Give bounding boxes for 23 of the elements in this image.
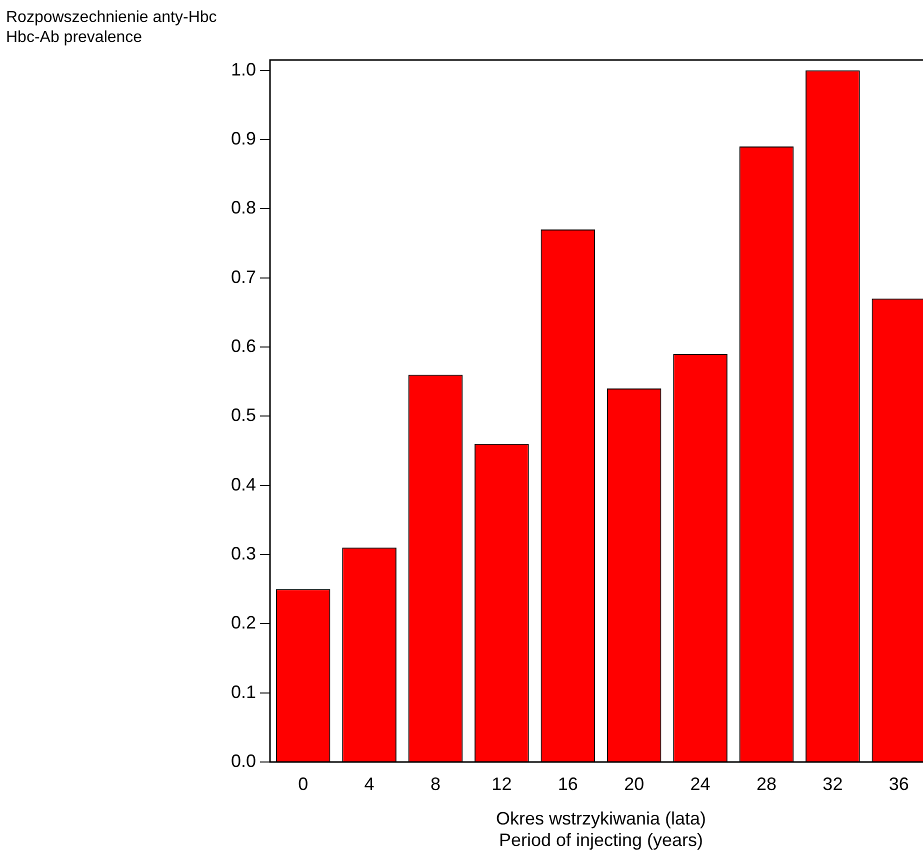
y-tick-label: 0.3 (230, 543, 256, 564)
y-tick-label: 0.0 (230, 750, 256, 771)
x-tick-label: 8 (430, 774, 441, 794)
x-tick-label: 32 (822, 774, 843, 794)
y-axis-title: Rozpowszechnienie anty-Hbc Hbc-Ab prevalence (6, 8, 217, 48)
y-tick-label: 1.0 (230, 59, 256, 80)
x-axis-title: Okres wstrzykiwania (lata) Period of injecting (years) (496, 808, 706, 850)
x-tick-label: 16 (558, 774, 578, 794)
x-tick-label: 0 (298, 774, 308, 794)
x-tick-label: 36 (888, 774, 909, 794)
y-tick-label: 0.4 (230, 474, 256, 494)
y-tick-label: 0.7 (230, 266, 256, 287)
y-tick-label: 0.9 (230, 128, 256, 149)
x-tick-label: 12 (492, 774, 512, 794)
x-tick-label: 20 (624, 774, 644, 794)
y-tick-label: 0.8 (230, 198, 256, 218)
y-tick-label: 0.6 (230, 336, 256, 356)
x-tick-label: 24 (690, 774, 710, 794)
y-tick-label: 0.5 (230, 405, 256, 426)
y-tick-label: 0.2 (230, 612, 256, 633)
x-tick-label: 4 (364, 774, 374, 794)
y-tick-label: 0.1 (230, 682, 256, 702)
x-tick-label: 28 (756, 774, 777, 794)
